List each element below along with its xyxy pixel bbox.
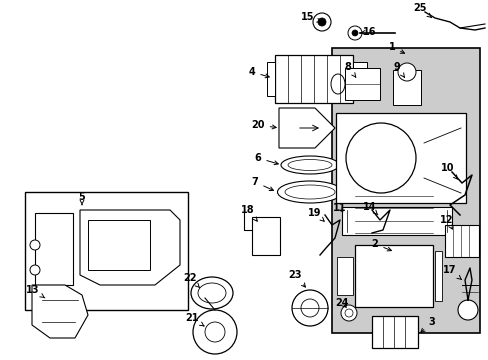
Text: 14: 14 <box>363 202 377 215</box>
Text: 15: 15 <box>301 12 320 22</box>
Text: 16: 16 <box>360 27 376 37</box>
Circle shape <box>351 30 357 36</box>
Circle shape <box>204 322 224 342</box>
Text: 25: 25 <box>412 3 431 18</box>
Circle shape <box>291 290 327 326</box>
Bar <box>274 55 352 103</box>
Bar <box>335 113 465 203</box>
Bar <box>434 251 441 301</box>
Ellipse shape <box>191 277 232 309</box>
Text: 17: 17 <box>442 265 461 280</box>
Ellipse shape <box>281 156 338 174</box>
Bar <box>336 257 352 294</box>
Text: 7: 7 <box>251 177 273 190</box>
Text: 24: 24 <box>335 298 348 308</box>
Text: 6: 6 <box>254 153 278 165</box>
Bar <box>266 62 274 96</box>
Bar <box>331 48 479 333</box>
Ellipse shape <box>287 159 331 171</box>
Bar <box>352 62 366 96</box>
Ellipse shape <box>330 74 345 94</box>
Bar <box>35 213 73 285</box>
Text: 13: 13 <box>26 285 45 298</box>
Ellipse shape <box>340 305 356 321</box>
Text: 21: 21 <box>185 313 203 326</box>
Circle shape <box>457 300 477 320</box>
Circle shape <box>301 299 318 317</box>
Text: 3: 3 <box>420 317 434 332</box>
Text: 12: 12 <box>439 215 453 229</box>
Circle shape <box>312 13 330 31</box>
Polygon shape <box>80 210 180 285</box>
Circle shape <box>397 63 415 81</box>
Text: 4: 4 <box>248 67 269 78</box>
Bar <box>341 207 451 235</box>
Circle shape <box>347 26 361 40</box>
Text: 1: 1 <box>388 42 404 53</box>
Ellipse shape <box>285 185 334 199</box>
Circle shape <box>30 240 40 250</box>
Text: 8: 8 <box>344 62 355 77</box>
Circle shape <box>346 123 415 193</box>
Bar <box>444 225 478 257</box>
Bar <box>392 70 420 105</box>
Ellipse shape <box>345 309 352 317</box>
Ellipse shape <box>277 181 342 203</box>
Polygon shape <box>32 285 88 338</box>
Bar <box>354 245 432 307</box>
Text: 18: 18 <box>241 205 257 221</box>
Bar <box>371 316 417 348</box>
Text: 5: 5 <box>79 192 85 205</box>
Bar <box>25 192 187 310</box>
Circle shape <box>317 18 325 26</box>
Bar <box>88 220 150 270</box>
Text: 23: 23 <box>287 270 305 287</box>
Text: 20: 20 <box>251 120 276 130</box>
Text: 10: 10 <box>440 163 457 179</box>
Circle shape <box>193 310 237 354</box>
Text: 11: 11 <box>332 203 346 213</box>
Bar <box>345 68 379 100</box>
Text: 22: 22 <box>183 273 200 288</box>
Ellipse shape <box>198 283 225 303</box>
Text: 2: 2 <box>371 239 390 251</box>
Polygon shape <box>279 108 334 148</box>
Text: 9: 9 <box>393 62 404 77</box>
Circle shape <box>30 265 40 275</box>
Bar <box>251 217 280 255</box>
Text: 19: 19 <box>307 208 324 221</box>
